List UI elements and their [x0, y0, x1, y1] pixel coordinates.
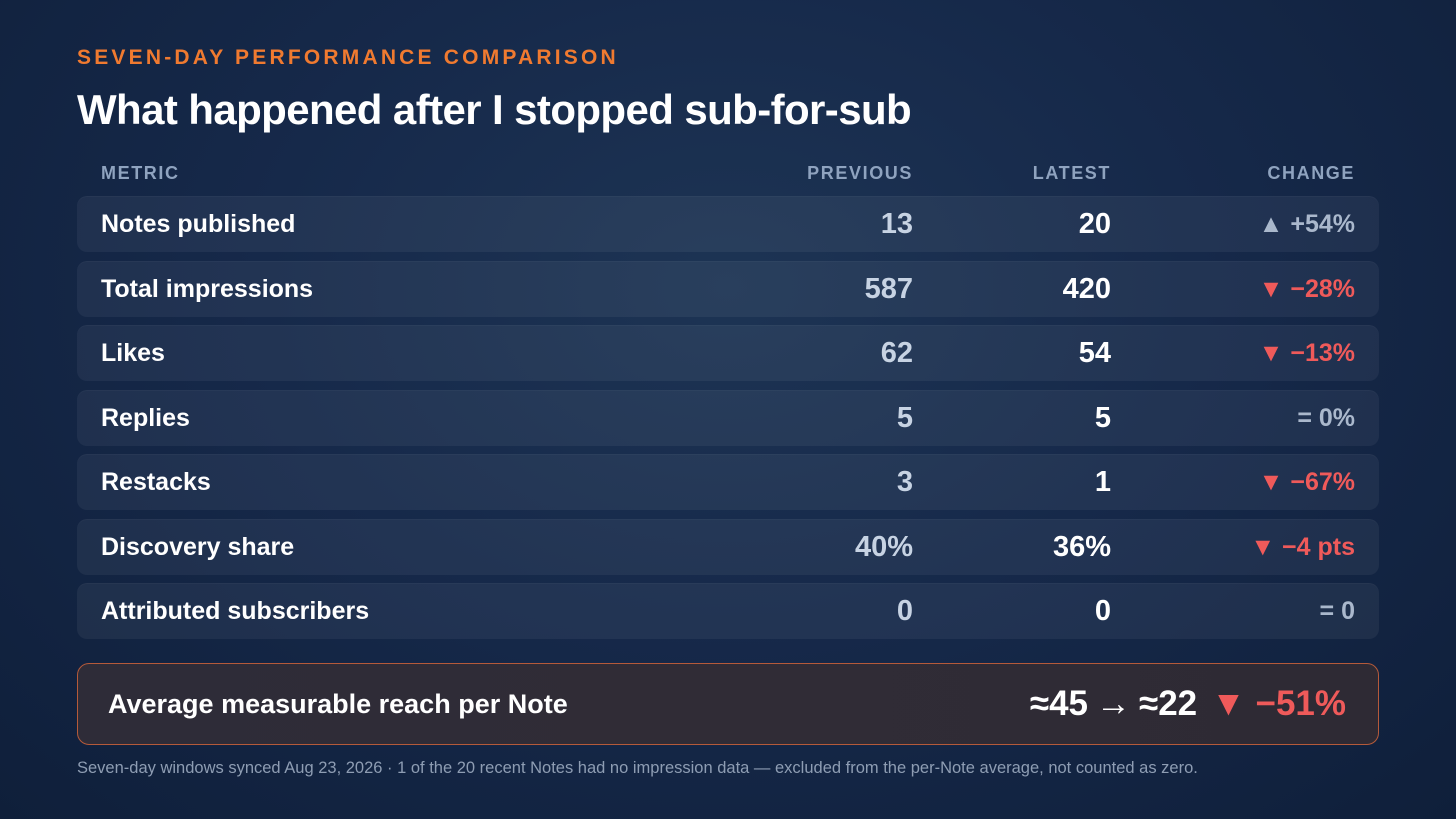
- summary-from-value: ≈45: [1029, 684, 1088, 723]
- latest-value: 420: [1062, 273, 1111, 305]
- summary-value: ≈45 → ≈22 ▼ −51%: [1030, 664, 1346, 751]
- table-row: Replies 5 5 = 0%: [77, 390, 1379, 446]
- change-value: = 0: [1319, 597, 1355, 625]
- metric-name: Notes published: [101, 210, 296, 238]
- column-header-change: CHANGE: [1267, 163, 1355, 183]
- table-row: Notes published 13 20 ▲ +54%: [77, 196, 1379, 252]
- table-row: Likes 62 54 ▼ −13%: [77, 325, 1379, 381]
- summary-label: Average measurable reach per Note: [108, 689, 568, 719]
- change-value: ▼ −28%: [1258, 275, 1355, 303]
- change-value: ▼ −4 pts: [1250, 533, 1355, 561]
- previous-value: 62: [880, 337, 913, 369]
- change-value: ▼ −67%: [1258, 468, 1355, 496]
- latest-value: 1: [1094, 466, 1111, 498]
- previous-value: 587: [864, 273, 913, 305]
- eyebrow-label: SEVEN-DAY PERFORMANCE COMPARISON: [77, 46, 619, 69]
- column-header-latest: LATEST: [1032, 163, 1111, 183]
- table-row: Discovery share 40% 36% ▼ −4 pts: [77, 519, 1379, 575]
- table-row: Total impressions 587 420 ▼ −28%: [77, 261, 1379, 317]
- previous-value: 3: [896, 466, 913, 498]
- previous-value: 0: [896, 595, 913, 627]
- metric-name: Restacks: [101, 468, 211, 496]
- summary-change-value: ▼ −51%: [1211, 684, 1346, 723]
- latest-value: 20: [1078, 208, 1111, 240]
- change-value: ▲ +54%: [1258, 210, 1355, 238]
- table-header: METRIC PREVIOUS LATEST CHANGE: [77, 163, 1379, 187]
- column-header-previous: PREVIOUS: [807, 163, 913, 183]
- metric-name: Total impressions: [101, 275, 314, 303]
- metric-name: Discovery share: [101, 533, 295, 561]
- table-row: Attributed subscribers 0 0 = 0: [77, 583, 1379, 639]
- metric-name: Replies: [101, 404, 190, 432]
- latest-value: 36%: [1052, 531, 1111, 563]
- latest-value: 54: [1078, 337, 1111, 369]
- metric-name: Attributed subscribers: [101, 597, 370, 625]
- table-row: Restacks 3 1 ▼ −67%: [77, 454, 1379, 510]
- right-arrow-icon: →: [1096, 684, 1131, 723]
- latest-value: 5: [1094, 402, 1111, 434]
- previous-value: 40%: [854, 531, 913, 563]
- summary-to-value: ≈22: [1139, 684, 1198, 723]
- latest-value: 0: [1094, 595, 1111, 627]
- column-header-metric: METRIC: [101, 163, 180, 183]
- summary-callout: Average measurable reach per Note ≈45 → ≈2…: [77, 663, 1379, 745]
- page-title: What happened after I stopped sub-for-su…: [77, 86, 912, 133]
- change-value: ▼ −13%: [1258, 339, 1355, 367]
- footnote: Seven-day windows synced Aug 23, 2026 · …: [77, 759, 1198, 777]
- previous-value: 13: [880, 208, 913, 240]
- change-value: = 0%: [1297, 404, 1355, 432]
- previous-value: 5: [896, 402, 913, 434]
- metric-name: Likes: [101, 339, 165, 367]
